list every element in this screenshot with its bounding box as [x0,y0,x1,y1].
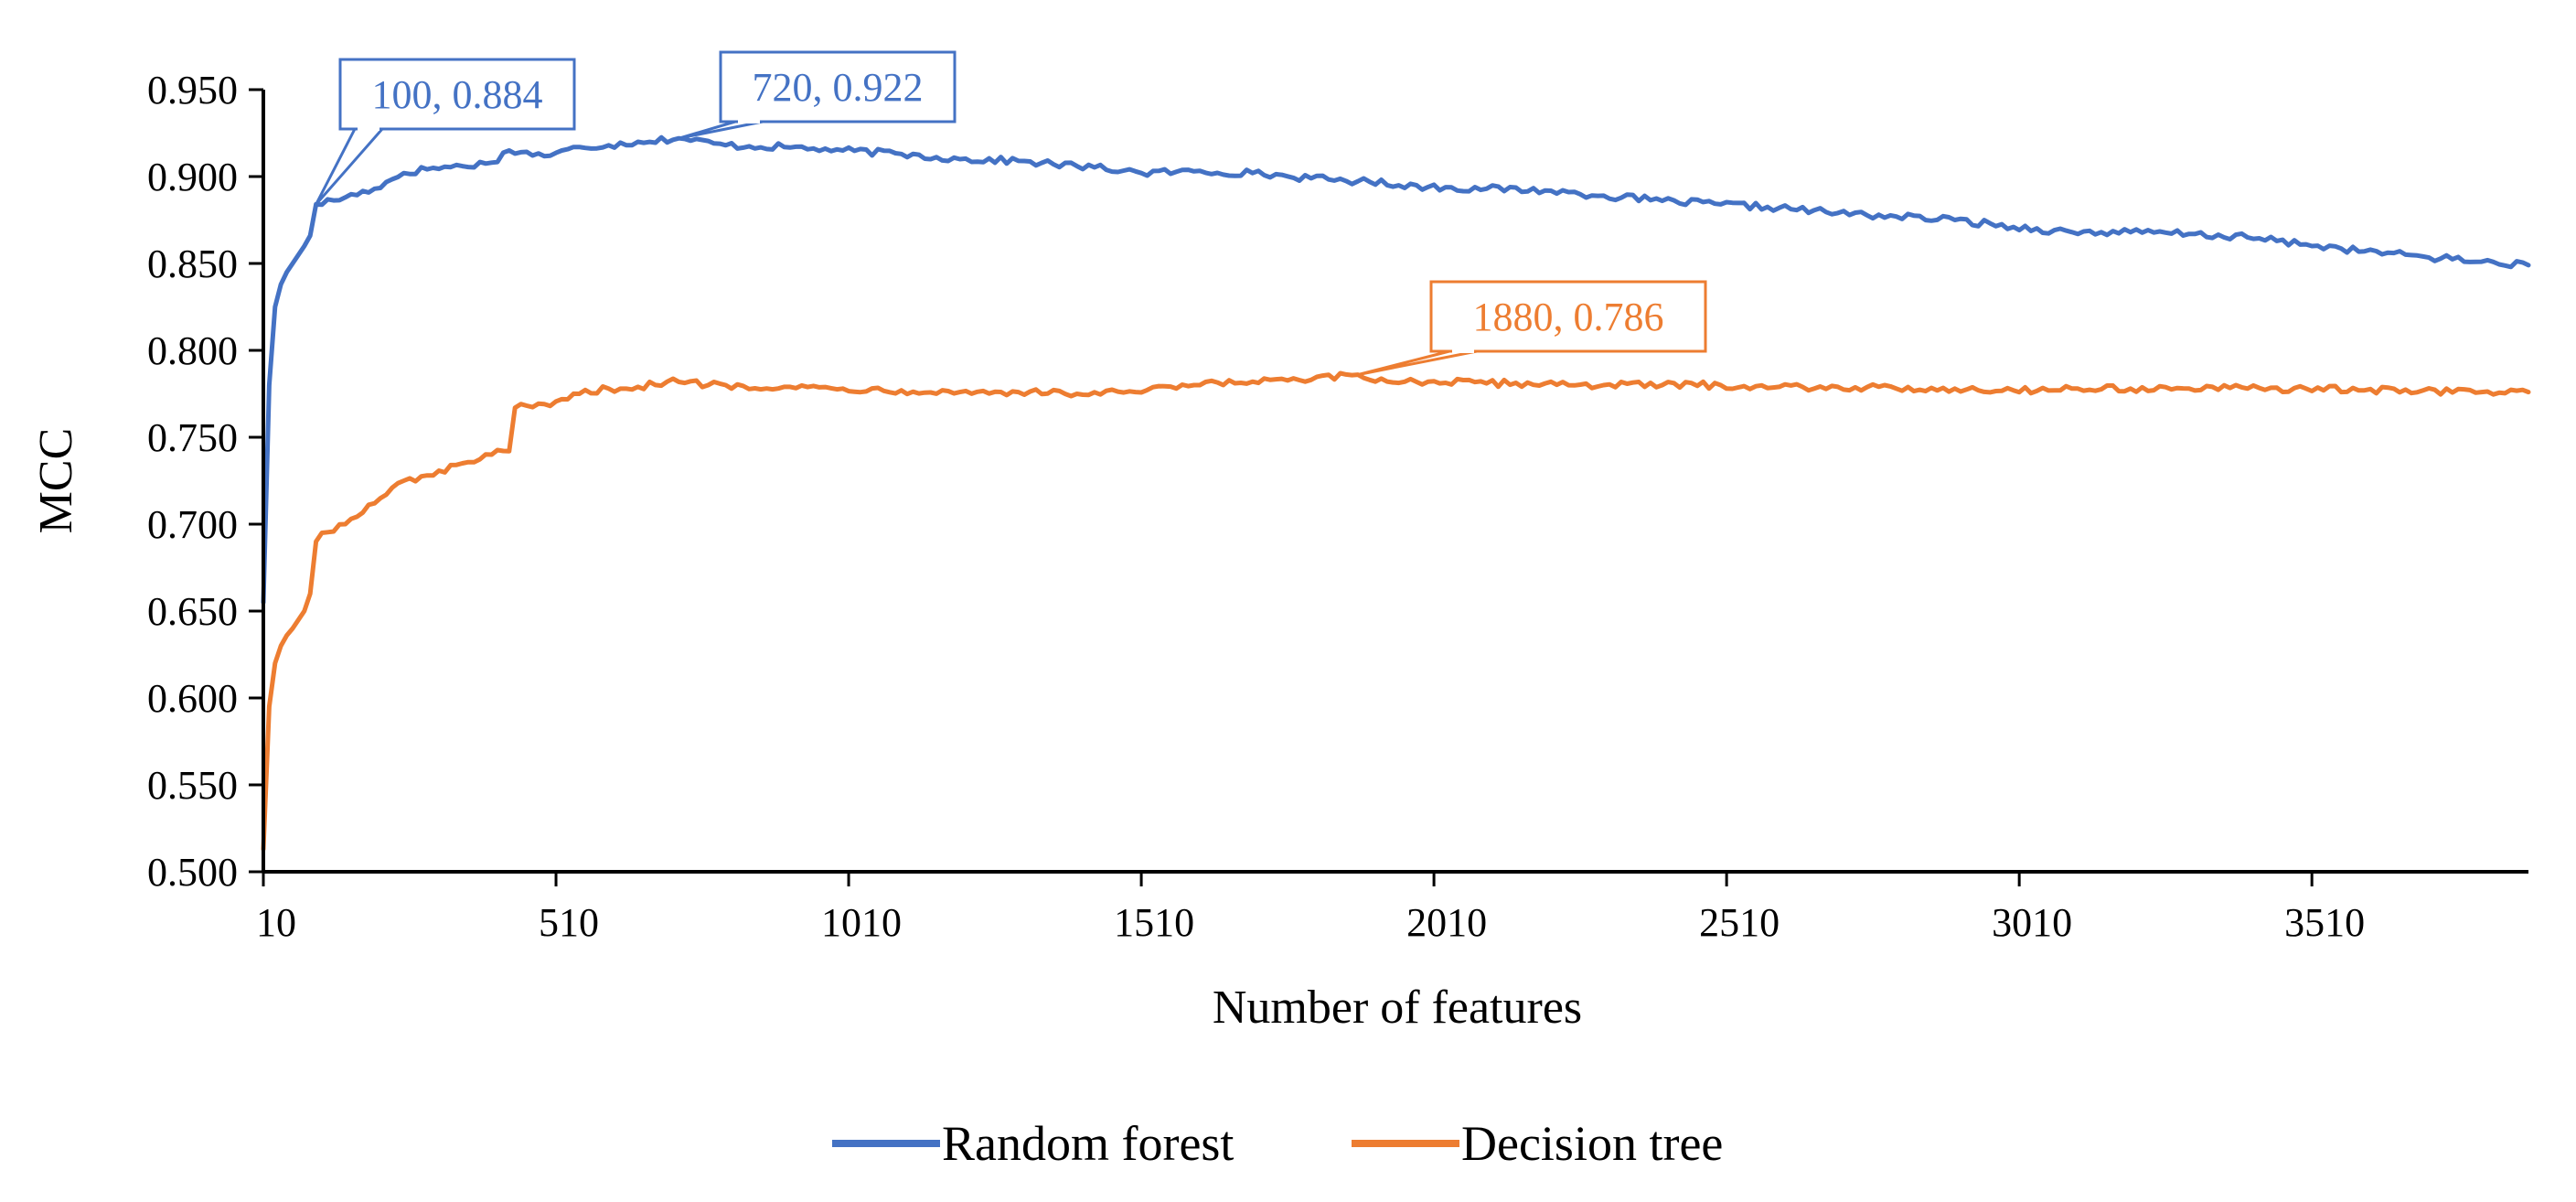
annotation-leader [678,120,764,140]
annotation-callout: 1880, 0.786 [1357,280,1707,377]
y-tick-label: 0.700 [147,502,238,547]
legend-label-decision-tree: Decision tree [1461,1116,1723,1171]
y-tick-label: 0.750 [147,415,238,460]
y-tick-label: 0.850 [147,241,238,286]
series-line-random-forest [261,134,2531,605]
x-tick-label: 10 [256,900,296,945]
y-tick-label: 0.800 [147,328,238,373]
y-tick-label: 0.900 [147,155,238,199]
x-tick-label: 2510 [1699,900,1780,945]
annotation-callout: 720, 0.922 [678,50,957,140]
y-tick-label: 0.950 [147,68,238,113]
annotation-label: 100, 0.884 [372,72,543,117]
y-tick-label: 0.650 [147,589,238,634]
legend: Random forest Decision tree [832,1116,1723,1171]
annotation-label: 1880, 0.786 [1473,295,1664,339]
x-tick-label: 2010 [1406,900,1487,945]
x-tick-label: 510 [539,900,599,945]
x-tick-label: 3510 [2284,900,2365,945]
y-axis-title: MCC [30,428,82,534]
x-tick-label: 1010 [821,900,902,945]
series-layer [261,134,2531,852]
x-axis-title: Number of features [1213,982,1582,1034]
x-ticks: 10 510 1010 1510 2010 2510 3010 3510 [256,872,2365,945]
annotation-callout: 100, 0.884 [315,58,576,206]
axes-layer [262,90,2528,874]
annotation-leader [1357,349,1478,377]
x-tick-label: 3010 [1992,900,2072,945]
y-tick-label: 0.500 [147,850,238,895]
annotation-box [1429,280,1707,353]
series-line-decision-tree [261,370,2531,852]
annotation-label: 720, 0.922 [753,65,924,110]
legend-label-random-forest: Random forest [942,1116,1234,1171]
y-tick-label: 0.600 [147,676,238,721]
y-ticks: 0.500 0.550 0.600 0.650 0.700 0.750 0.800 0.850… [147,68,263,895]
annotation-box [719,50,957,123]
y-tick-label: 0.550 [147,763,238,808]
annotation-leader [315,128,384,206]
annotation-box [338,58,576,131]
x-tick-label: 1510 [1114,900,1194,945]
annotations: 100, 0.884 720, 0.922 1880, 0.786 [315,50,1707,377]
